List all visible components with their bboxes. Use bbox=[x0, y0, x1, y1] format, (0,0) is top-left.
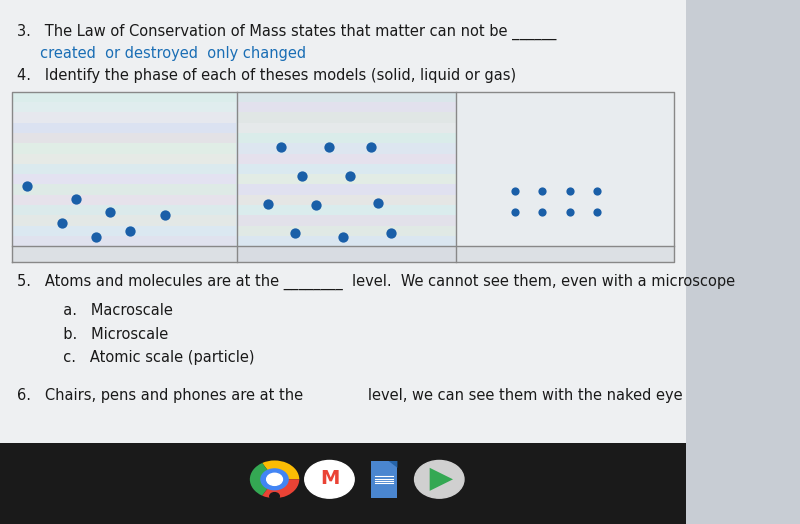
FancyBboxPatch shape bbox=[13, 92, 236, 102]
Text: c.   Atomic scale (particle): c. Atomic scale (particle) bbox=[17, 351, 254, 365]
FancyBboxPatch shape bbox=[238, 102, 456, 112]
FancyBboxPatch shape bbox=[238, 195, 456, 205]
FancyBboxPatch shape bbox=[238, 112, 456, 123]
FancyBboxPatch shape bbox=[13, 184, 236, 195]
FancyBboxPatch shape bbox=[13, 205, 236, 215]
FancyBboxPatch shape bbox=[238, 154, 456, 164]
Point bbox=[337, 233, 350, 241]
Point bbox=[508, 187, 521, 195]
Point bbox=[310, 201, 322, 210]
Point bbox=[289, 229, 302, 237]
Text: 5.   Atoms and molecules are at the ________  level.  We cannot see them, even w: 5. Atoms and molecules are at the ______… bbox=[17, 274, 735, 290]
Point bbox=[536, 208, 549, 216]
FancyBboxPatch shape bbox=[13, 112, 236, 123]
FancyBboxPatch shape bbox=[237, 246, 457, 262]
FancyBboxPatch shape bbox=[238, 236, 456, 246]
FancyBboxPatch shape bbox=[12, 92, 237, 246]
Wedge shape bbox=[262, 461, 299, 479]
Text: b.   Microscale: b. Microscale bbox=[17, 327, 169, 342]
Point bbox=[590, 208, 603, 216]
FancyBboxPatch shape bbox=[238, 226, 456, 236]
Circle shape bbox=[414, 461, 464, 498]
Point bbox=[563, 208, 576, 216]
Point bbox=[262, 200, 274, 209]
FancyBboxPatch shape bbox=[238, 164, 456, 174]
FancyBboxPatch shape bbox=[238, 123, 456, 133]
Polygon shape bbox=[389, 461, 398, 468]
Point bbox=[275, 143, 288, 151]
FancyBboxPatch shape bbox=[457, 92, 674, 246]
FancyBboxPatch shape bbox=[238, 133, 456, 143]
Text: 3.   The Law of Conservation of Mass states that matter can not be ______: 3. The Law of Conservation of Mass state… bbox=[17, 24, 557, 39]
FancyBboxPatch shape bbox=[13, 143, 236, 154]
FancyBboxPatch shape bbox=[0, 0, 686, 443]
Text: 4.   Identify the phase of each of theses models (solid, liquid or gas): 4. Identify the phase of each of theses … bbox=[17, 68, 516, 83]
FancyBboxPatch shape bbox=[13, 174, 236, 184]
Point bbox=[590, 187, 603, 195]
Point bbox=[90, 233, 102, 241]
Point bbox=[55, 219, 68, 227]
Polygon shape bbox=[430, 468, 453, 491]
Point bbox=[103, 208, 116, 216]
Point bbox=[536, 187, 549, 195]
FancyBboxPatch shape bbox=[237, 92, 457, 246]
FancyBboxPatch shape bbox=[13, 133, 236, 143]
FancyBboxPatch shape bbox=[238, 92, 456, 102]
FancyBboxPatch shape bbox=[238, 184, 456, 195]
Circle shape bbox=[261, 469, 288, 490]
FancyBboxPatch shape bbox=[13, 215, 236, 226]
FancyBboxPatch shape bbox=[13, 195, 236, 205]
Point bbox=[21, 182, 34, 190]
FancyBboxPatch shape bbox=[238, 174, 456, 184]
Point bbox=[371, 199, 384, 208]
FancyBboxPatch shape bbox=[457, 246, 674, 262]
Point bbox=[508, 208, 521, 216]
Circle shape bbox=[270, 493, 279, 500]
FancyBboxPatch shape bbox=[13, 226, 236, 236]
FancyBboxPatch shape bbox=[238, 205, 456, 215]
Wedge shape bbox=[250, 463, 274, 496]
Circle shape bbox=[266, 473, 282, 485]
Point bbox=[364, 143, 377, 151]
FancyBboxPatch shape bbox=[0, 443, 686, 524]
Point bbox=[323, 143, 336, 151]
Point bbox=[385, 229, 398, 237]
Point bbox=[158, 211, 171, 219]
Wedge shape bbox=[262, 479, 299, 498]
Circle shape bbox=[305, 461, 354, 498]
Point bbox=[344, 171, 357, 180]
Text: created  or destroyed  only changed: created or destroyed only changed bbox=[17, 46, 306, 61]
FancyBboxPatch shape bbox=[12, 246, 237, 262]
Text: M: M bbox=[320, 469, 339, 488]
FancyBboxPatch shape bbox=[371, 461, 398, 498]
FancyBboxPatch shape bbox=[13, 164, 236, 174]
FancyBboxPatch shape bbox=[13, 102, 236, 112]
Text: a.   Macroscale: a. Macroscale bbox=[17, 303, 173, 318]
Point bbox=[563, 187, 576, 195]
Point bbox=[296, 171, 309, 180]
Text: 6.   Chairs, pens and phones are at the              level, we can see them with: 6. Chairs, pens and phones are at the le… bbox=[17, 388, 682, 403]
FancyBboxPatch shape bbox=[13, 154, 236, 164]
FancyBboxPatch shape bbox=[238, 143, 456, 154]
FancyBboxPatch shape bbox=[13, 123, 236, 133]
Point bbox=[69, 195, 82, 203]
Point bbox=[124, 226, 137, 235]
FancyBboxPatch shape bbox=[13, 236, 236, 246]
FancyBboxPatch shape bbox=[238, 215, 456, 226]
